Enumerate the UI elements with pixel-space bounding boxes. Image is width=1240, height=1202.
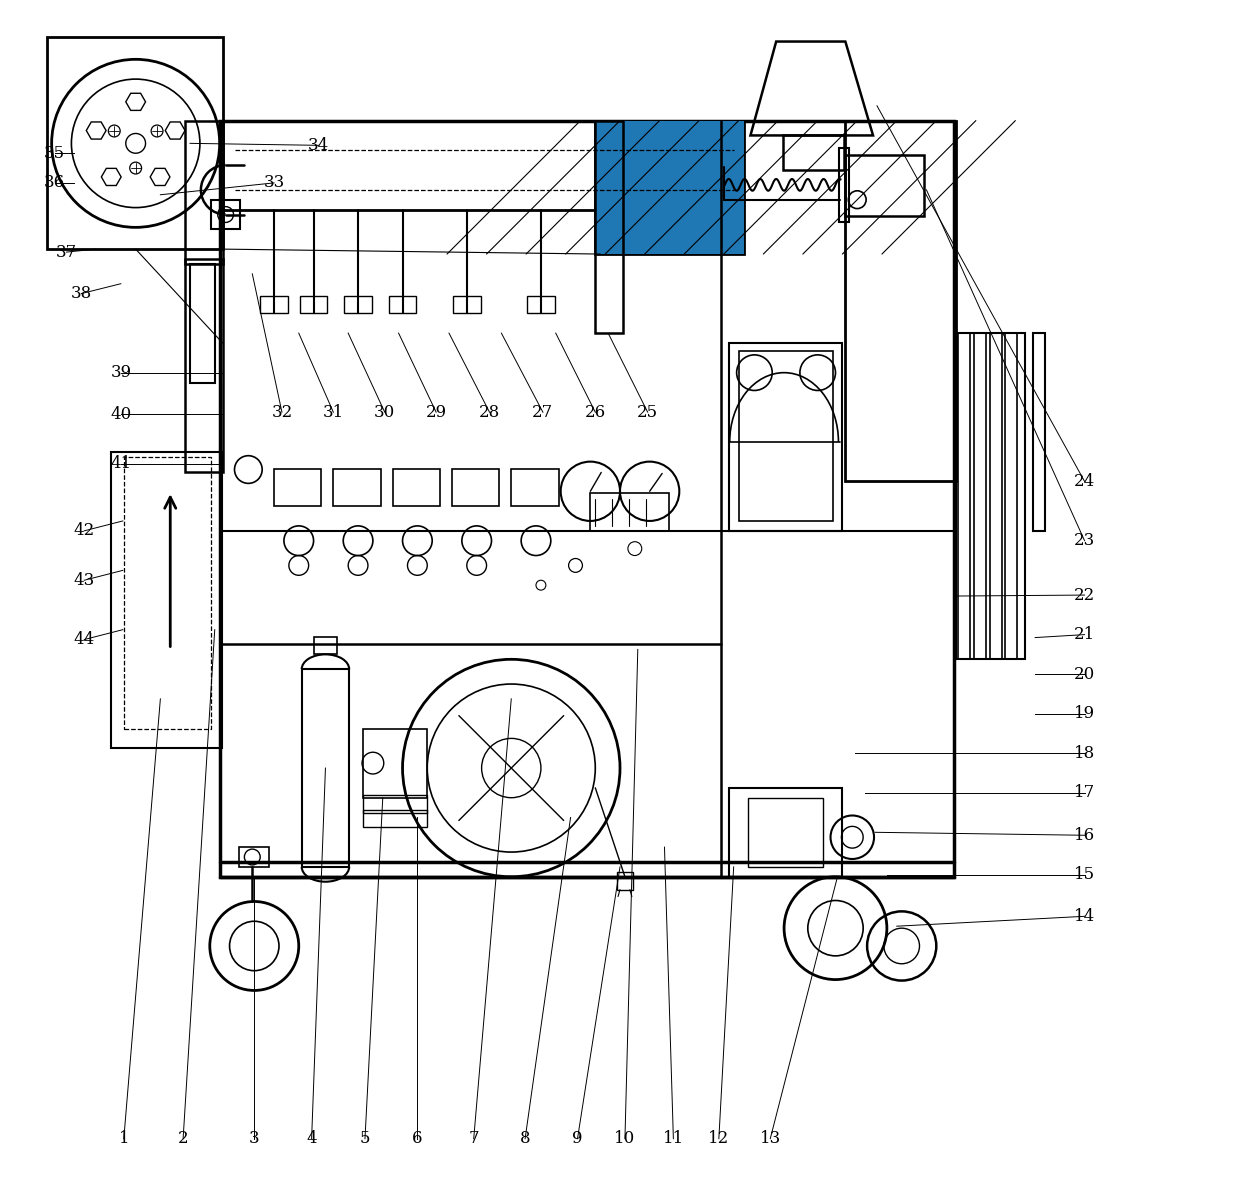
Bar — [300, 296, 327, 314]
Bar — [219, 120, 739, 209]
Text: 31: 31 — [322, 404, 343, 421]
Text: 16: 16 — [1074, 827, 1095, 844]
Text: 42: 42 — [73, 523, 95, 540]
Bar — [527, 296, 554, 314]
Bar — [739, 351, 832, 520]
Text: 14: 14 — [1074, 908, 1095, 924]
Text: 28: 28 — [479, 404, 500, 421]
Bar — [110, 452, 222, 749]
Text: 36: 36 — [45, 174, 66, 191]
Text: 32: 32 — [272, 404, 293, 421]
Text: 18: 18 — [1074, 745, 1095, 762]
Bar — [345, 296, 372, 314]
Bar — [363, 795, 428, 813]
Text: 37: 37 — [56, 244, 77, 261]
Bar — [749, 798, 822, 867]
Bar — [784, 136, 844, 169]
Bar — [590, 493, 670, 531]
Text: 3: 3 — [249, 1130, 259, 1147]
Text: 1: 1 — [119, 1130, 129, 1147]
Text: 24: 24 — [1074, 472, 1095, 490]
Text: 25: 25 — [637, 404, 658, 421]
Bar — [211, 200, 241, 230]
Text: 21: 21 — [1074, 626, 1095, 643]
Bar — [1033, 333, 1045, 531]
Text: 22: 22 — [1074, 587, 1095, 603]
Bar — [239, 847, 269, 867]
Text: 39: 39 — [110, 364, 131, 381]
Text: 6: 6 — [412, 1130, 423, 1147]
Text: 40: 40 — [110, 406, 131, 423]
Text: 12: 12 — [708, 1130, 729, 1147]
Bar — [729, 787, 842, 876]
Bar — [595, 120, 744, 254]
Text: 38: 38 — [71, 285, 92, 302]
Bar — [1006, 333, 1017, 660]
Text: 5: 5 — [360, 1130, 371, 1147]
Text: 17: 17 — [1074, 784, 1095, 802]
Text: 34: 34 — [308, 137, 329, 154]
Bar — [451, 469, 500, 506]
Text: 13: 13 — [760, 1130, 781, 1147]
Text: 43: 43 — [73, 572, 95, 589]
Bar — [260, 296, 288, 314]
Text: 30: 30 — [374, 404, 396, 421]
Bar — [185, 258, 223, 471]
Text: 44: 44 — [73, 631, 95, 648]
Bar — [274, 469, 321, 506]
Text: 35: 35 — [45, 144, 66, 162]
Bar — [190, 264, 215, 382]
Bar — [453, 296, 481, 314]
Bar — [595, 120, 744, 254]
Text: 7: 7 — [469, 1130, 479, 1147]
Text: 19: 19 — [1074, 706, 1095, 722]
Text: 2: 2 — [177, 1130, 188, 1147]
Bar — [363, 810, 428, 827]
Text: 4: 4 — [306, 1130, 317, 1147]
Text: 9: 9 — [572, 1130, 583, 1147]
Bar — [334, 469, 381, 506]
Bar — [618, 871, 632, 889]
Bar — [301, 670, 350, 867]
Bar — [839, 148, 849, 222]
Text: 41: 41 — [110, 456, 131, 472]
Bar — [729, 343, 842, 531]
Text: 10: 10 — [614, 1130, 636, 1147]
Bar — [388, 296, 417, 314]
Text: 15: 15 — [1074, 867, 1095, 883]
Bar — [956, 333, 1025, 660]
Text: 33: 33 — [263, 174, 285, 191]
Bar — [314, 637, 337, 654]
Bar — [393, 469, 440, 506]
Bar — [47, 36, 223, 249]
Text: 11: 11 — [662, 1130, 684, 1147]
Text: 26: 26 — [585, 404, 606, 421]
Text: 20: 20 — [1074, 666, 1095, 683]
Bar — [185, 120, 223, 264]
Bar — [990, 333, 1002, 660]
Bar — [973, 333, 986, 660]
Bar — [124, 457, 211, 728]
Bar — [363, 728, 428, 798]
Bar — [595, 120, 622, 333]
Bar — [846, 120, 956, 481]
Bar — [846, 155, 925, 216]
Bar — [219, 120, 954, 876]
Text: 29: 29 — [425, 404, 446, 421]
Bar — [511, 469, 559, 506]
Bar — [959, 333, 970, 660]
Text: 8: 8 — [520, 1130, 531, 1147]
Text: 23: 23 — [1074, 532, 1095, 549]
Text: 27: 27 — [532, 404, 553, 421]
